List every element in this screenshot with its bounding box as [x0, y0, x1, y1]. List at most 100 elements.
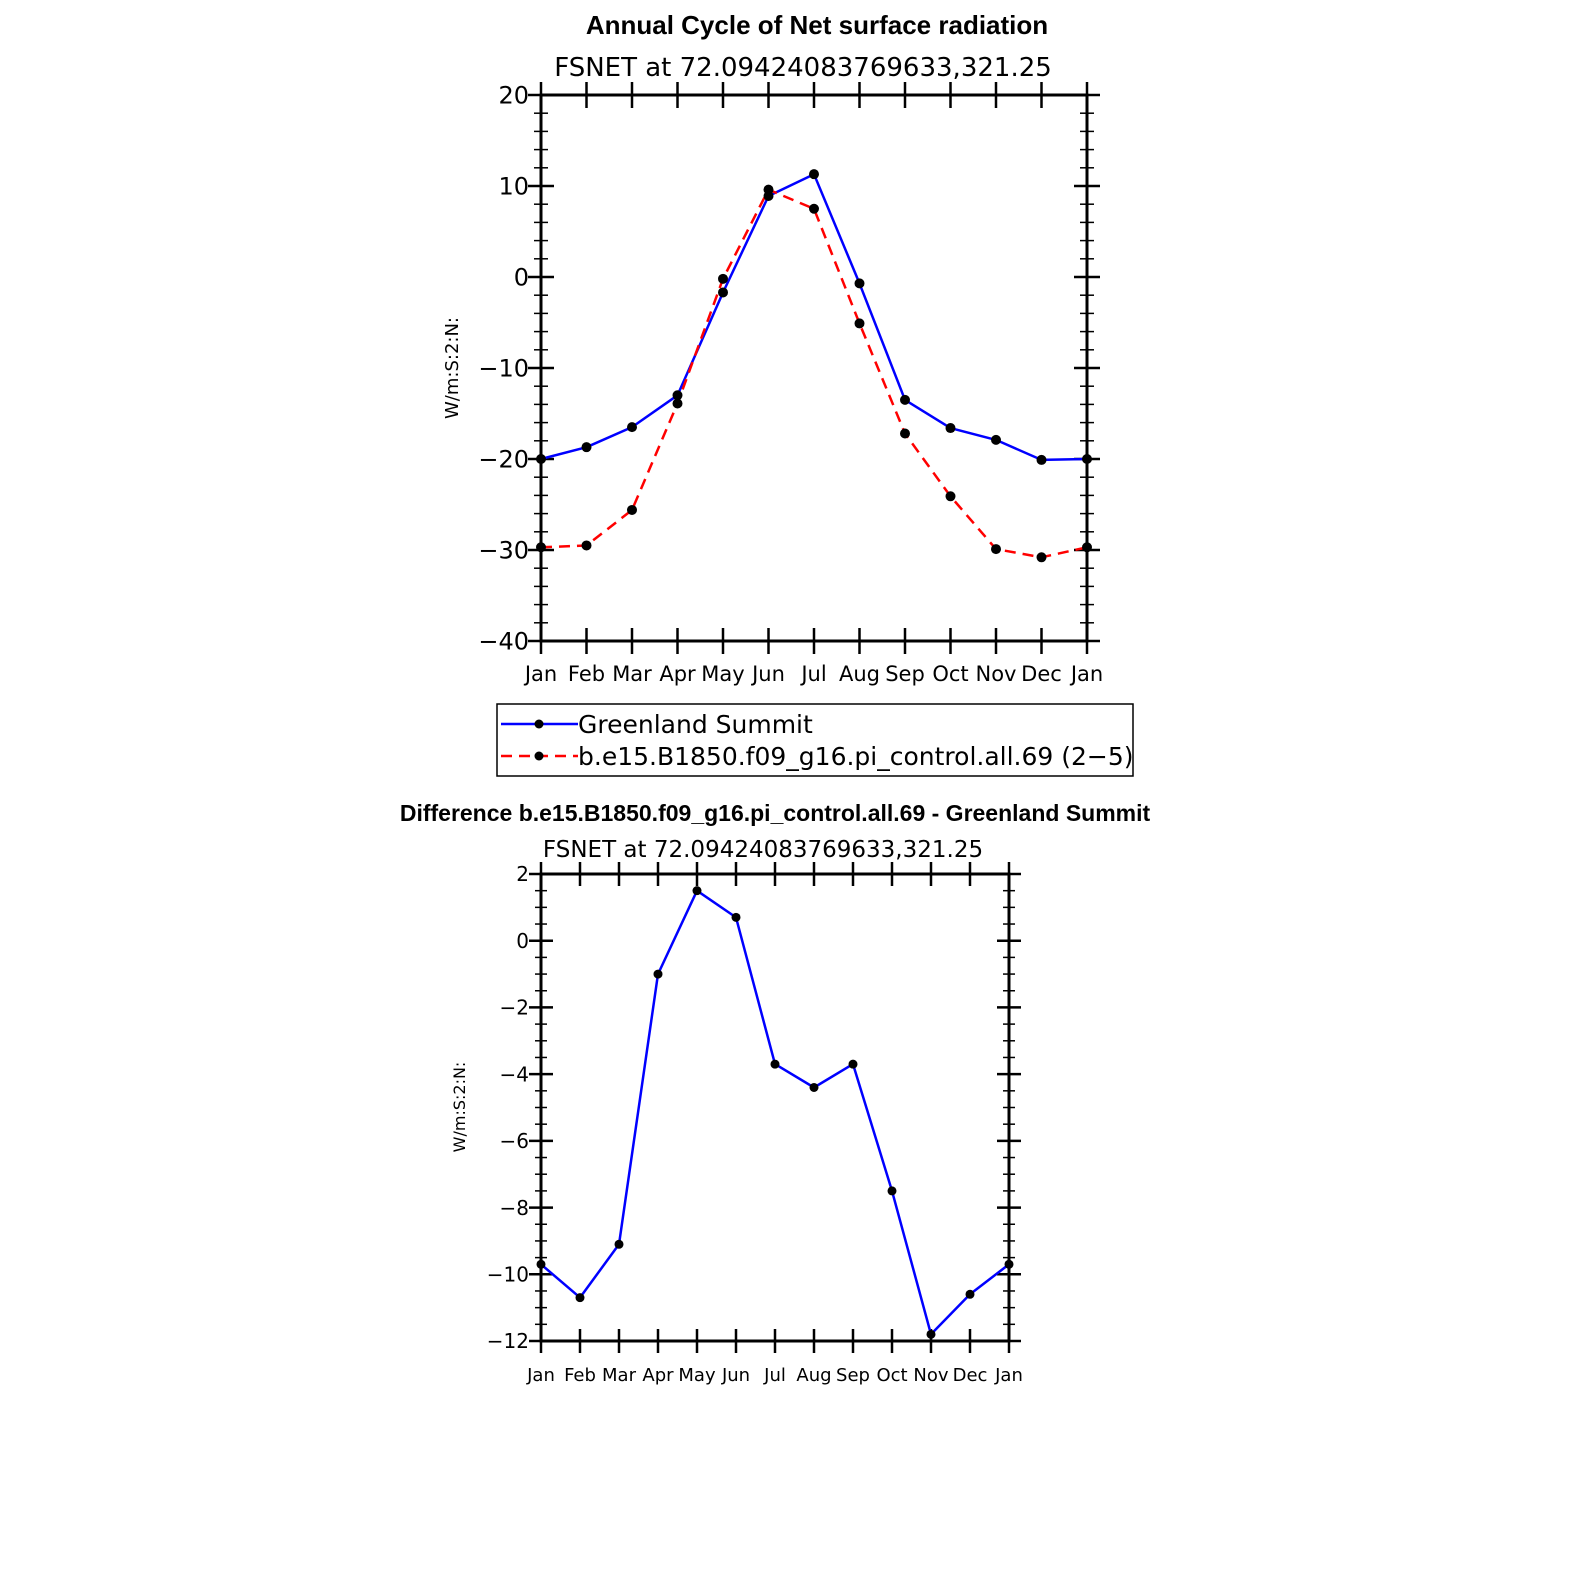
xtick-label: May	[678, 1365, 716, 1386]
ytick-label: −10	[478, 355, 529, 383]
xtick-label: Mar	[612, 662, 652, 686]
chart2-title: Difference b.e15.B1850.f09_g16.pi_contro…	[400, 800, 1151, 826]
series-1-point	[854, 318, 865, 329]
ytick-label: −10	[487, 1262, 529, 1286]
chart1-series-group	[536, 169, 1092, 563]
ytick-label: 0	[514, 264, 529, 292]
chart1-ylabel: W/m:S:2:N:	[442, 317, 463, 419]
xtick-label: Nov	[913, 1365, 948, 1386]
ytick-label: 10	[498, 173, 529, 201]
series-0-point	[945, 423, 956, 434]
chart2-ytick-labels: 2 0 −2 −4 −6 −8 −10 −12	[487, 862, 529, 1353]
xtick-label: Jan	[526, 1365, 555, 1386]
series-0-point	[770, 1059, 780, 1069]
ytick-label: −2	[500, 996, 529, 1020]
series-1-point	[581, 540, 592, 551]
ytick-label: −20	[478, 446, 529, 474]
series-0-point	[854, 278, 865, 289]
series-0-point	[1036, 454, 1047, 465]
xtick-label: Sep	[885, 662, 925, 686]
chart2-plot-frame	[539, 872, 1011, 1343]
xtick-label: Feb	[564, 1365, 596, 1386]
xtick-label: Jun	[750, 662, 785, 686]
series-0-point	[731, 912, 741, 922]
series-0-point	[848, 1059, 858, 1069]
annual-cycle-chart: Annual Cycle of Net surface radiation FS…	[442, 10, 1134, 777]
xtick-label: Jun	[721, 1365, 750, 1386]
ytick-label: −6	[500, 1129, 529, 1153]
series-0-point	[575, 1293, 585, 1303]
legend-label-model: b.e15.B1850.f09_g16.pi_control.all.69 (2…	[578, 742, 1134, 771]
chart2-series-group	[536, 886, 1014, 1339]
series-0-point	[809, 169, 819, 180]
legend-marker-greenland-summit	[534, 719, 544, 729]
series-0-point	[809, 1082, 819, 1092]
series-0-point	[965, 1289, 975, 1299]
series-1-point	[900, 428, 910, 439]
xtick-label: Dec	[953, 1365, 988, 1386]
series-0-point	[900, 394, 910, 405]
chart1-legend: Greenland Summit b.e15.B1850.f09_g16.pi_…	[496, 703, 1134, 777]
xtick-label: Oct	[932, 662, 968, 686]
series-0-point	[991, 434, 1001, 445]
chart1-ytick-labels: 20 10 0 −10 −20 −30 −40	[478, 82, 529, 656]
xtick-label: Feb	[568, 662, 605, 686]
series-0-point	[653, 969, 663, 979]
xtick-label: Aug	[796, 1365, 831, 1386]
series-0-point	[672, 390, 683, 401]
series-line-0	[540, 172, 1088, 462]
xtick-label: Nov	[976, 662, 1017, 686]
legend-marker-model	[534, 751, 544, 761]
chart1-xtick-labels: Jan Feb Mar Apr May Jun Jul Aug Sep Oct Nov Dec Jan	[523, 662, 1103, 686]
series-0-point	[718, 287, 728, 298]
difference-chart: Difference b.e15.B1850.f09_g16.pi_contro…	[400, 800, 1151, 1386]
chart1-title: Annual Cycle of Net surface radiation	[586, 10, 1048, 40]
legend-label-greenland-summit: Greenland Summit	[578, 710, 813, 739]
ytick-label: −8	[500, 1196, 529, 1220]
series-1-point	[763, 184, 774, 195]
series-0-point	[926, 1329, 936, 1339]
legend-box	[496, 703, 1134, 777]
series-line-0	[540, 889, 1010, 1336]
xtick-label: May	[701, 662, 744, 686]
xtick-label: Oct	[876, 1365, 907, 1386]
series-0-point	[627, 422, 637, 433]
xtick-label: Mar	[602, 1365, 637, 1386]
series-1-point	[945, 491, 956, 502]
series-1-point	[1036, 552, 1047, 563]
series-0-point	[887, 1186, 897, 1196]
series-0-point	[614, 1239, 624, 1249]
xtick-label: Jul	[763, 1365, 786, 1386]
ytick-label: −4	[500, 1062, 529, 1086]
xtick-label: Apr	[659, 662, 696, 686]
series-line-1	[540, 188, 1088, 559]
ytick-label: −40	[478, 628, 529, 656]
series-1-point	[718, 273, 728, 284]
chart1-subtitle: FSNET at 72.09424083769633,321.25	[554, 53, 1052, 83]
series-0-point	[581, 442, 592, 453]
chart2-subtitle: FSNET at 72.09424083769633,321.25	[543, 837, 983, 863]
series-1-point	[672, 398, 683, 409]
series-1-point	[627, 504, 637, 515]
xtick-label: Jan	[994, 1365, 1023, 1386]
xtick-label: Sep	[836, 1365, 870, 1386]
chart2-xtick-labels: Jan Feb Mar Apr May Jun Jul Aug Sep Oct Nov Dec Jan	[526, 1365, 1023, 1386]
ytick-label: 2	[516, 862, 529, 886]
series-0-point	[692, 886, 702, 896]
xtick-label: Jan	[1069, 662, 1103, 686]
chart2-ticks	[529, 862, 1021, 1353]
chart1-ticks	[528, 82, 1100, 654]
xtick-label: Jul	[799, 662, 826, 686]
xtick-label: Jan	[523, 662, 557, 686]
xtick-label: Apr	[642, 1365, 674, 1386]
ytick-label: 20	[498, 82, 529, 110]
xtick-label: Aug	[839, 662, 880, 686]
xtick-label: Dec	[1021, 662, 1062, 686]
chart1-plot-frame	[539, 93, 1089, 643]
series-1-point	[809, 203, 819, 214]
series-1-point	[991, 544, 1001, 555]
ytick-label: 0	[516, 929, 529, 953]
ytick-label: −30	[478, 537, 529, 565]
chart2-ylabel: W/m:S:2:N:	[450, 1062, 469, 1153]
